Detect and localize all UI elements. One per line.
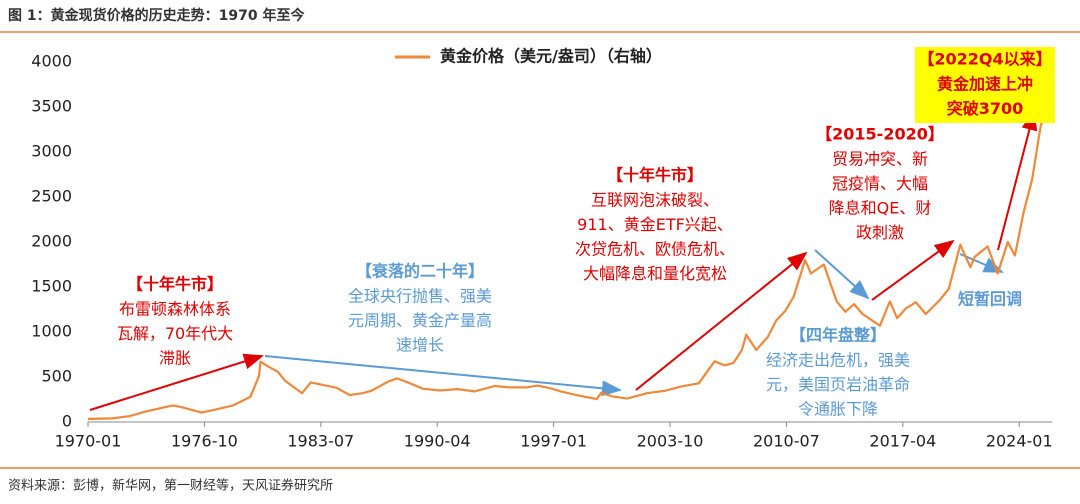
annotation-text: 冠疫情、大幅 [832,174,928,193]
annotation-text: 经济走出危机，强美 [766,351,910,370]
y-tick-label: 3500 [31,97,72,116]
annotation-text: 突破3700 [947,99,1024,118]
annotation-text: 互联网泡沫破裂、 [591,191,719,210]
annotation-title: 【2022Q4以来】 [918,50,1051,69]
x-tick-label: 1976-10 [171,432,238,451]
x-tick-label: 2010-07 [753,432,820,451]
y-tick-label: 4000 [31,52,72,71]
x-tick-label: 2024-01 [986,432,1053,451]
annotation-text: 贸易冲突、新 [832,150,928,169]
x-tick-label: 2017-04 [869,432,936,451]
source: 资料来源：彭博，新华网，第一财经等，天风证券研究所 [8,478,333,494]
annotation-text: 大幅降息和量化宽松 [583,264,727,283]
annotation-title: 短暂回调 [958,290,1022,309]
annotation-title: 【十年牛市】 [127,275,223,294]
y-tick-label: 3000 [31,142,72,161]
arrows [89,110,1038,411]
y-tick-label: 0 [62,412,72,431]
y-tick-label: 2500 [31,187,72,206]
annotation-title: 【四年盘整】 [790,326,886,345]
annotation-text: 911、黄金ETF兴起、 [577,215,733,234]
annotation-text: 滞胀 [159,349,191,368]
x-tick-label: 1983-07 [287,432,354,451]
annotation-text: 元，美国页岩油革命 [766,375,910,394]
annotation-title: 【十年牛市】 [607,166,703,185]
x-tick-label: 2003-10 [637,432,704,451]
annotation-title: 【2015-2020】 [816,125,944,144]
annotation-text: 次贷危机、欧债危机、 [575,240,735,259]
y-tick-label: 2000 [31,232,72,251]
annotation-text: 黄金加速上冲 [937,75,1033,94]
annotation-text: 瓦解，70年代大 [117,324,233,343]
annotation-text: 元周期、黄金产量高 [348,311,492,330]
chart-title: 图 1：黄金现货价格的历史走势：1970 年至今 [8,7,304,24]
x-tick-label: 1990-04 [404,432,471,451]
y-tick-label: 1500 [31,277,72,296]
annotation-text: 降息和QE、财 [829,199,932,218]
y-tick-label: 1000 [31,322,72,341]
price-line [87,110,1049,420]
annotation-text: 布雷顿森林体系 [119,300,231,319]
x-tick-label: 1970-01 [55,432,122,451]
annotation-highlight [915,47,1055,123]
annotation-title: 【衰落的二十年】 [356,262,484,281]
x-tick-label: 1997-01 [520,432,587,451]
annotation-text: 令通胀下降 [798,400,878,419]
annotation-text: 政刺激 [856,223,904,242]
annotation-text: 速增长 [396,336,444,355]
y-tick-label: 500 [41,367,72,386]
annotation-text: 全球央行抛售、强美 [348,287,492,306]
legend-label: 黄金价格（美元/盎司）（右轴） [440,47,662,66]
